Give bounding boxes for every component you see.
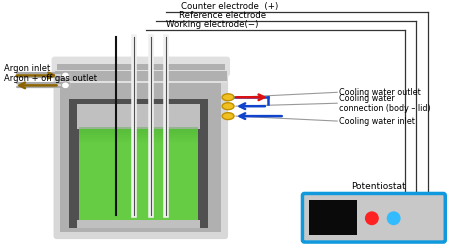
Ellipse shape xyxy=(222,94,234,101)
Text: Cooling water
connection (body – lid): Cooling water connection (body – lid) xyxy=(339,94,431,113)
Text: Potentiostat: Potentiostat xyxy=(352,183,406,191)
Bar xyxy=(192,129,201,220)
Ellipse shape xyxy=(62,72,69,79)
FancyBboxPatch shape xyxy=(54,66,228,239)
FancyBboxPatch shape xyxy=(302,193,445,242)
Bar xyxy=(310,200,357,235)
Bar xyxy=(79,131,198,133)
Bar xyxy=(79,129,198,220)
Text: Cooling water outlet: Cooling water outlet xyxy=(339,88,421,97)
Text: Cooling water inlet: Cooling water inlet xyxy=(339,117,415,125)
Bar xyxy=(79,137,198,139)
Circle shape xyxy=(387,211,401,225)
Ellipse shape xyxy=(222,113,234,120)
Ellipse shape xyxy=(222,103,234,110)
FancyBboxPatch shape xyxy=(52,57,230,76)
Bar xyxy=(79,139,198,141)
Text: Counter electrode  (+): Counter electrode (+) xyxy=(182,2,279,11)
Bar xyxy=(79,135,198,137)
Bar xyxy=(55,71,227,83)
Bar xyxy=(79,127,198,129)
Text: Reference electrode: Reference electrode xyxy=(179,11,266,20)
Bar xyxy=(69,99,208,228)
Text: Argon inlet: Argon inlet xyxy=(4,64,50,73)
Bar xyxy=(77,104,201,228)
Bar xyxy=(79,129,198,131)
Bar xyxy=(55,81,227,83)
Ellipse shape xyxy=(62,82,69,89)
Text: Working electrode(−): Working electrode(−) xyxy=(166,20,258,29)
Bar xyxy=(56,63,225,69)
Bar xyxy=(79,141,198,143)
Text: Argon + off gas outlet: Argon + off gas outlet xyxy=(4,74,97,83)
FancyBboxPatch shape xyxy=(61,69,221,232)
Circle shape xyxy=(365,211,379,225)
Bar xyxy=(79,133,198,135)
Bar xyxy=(77,129,85,220)
